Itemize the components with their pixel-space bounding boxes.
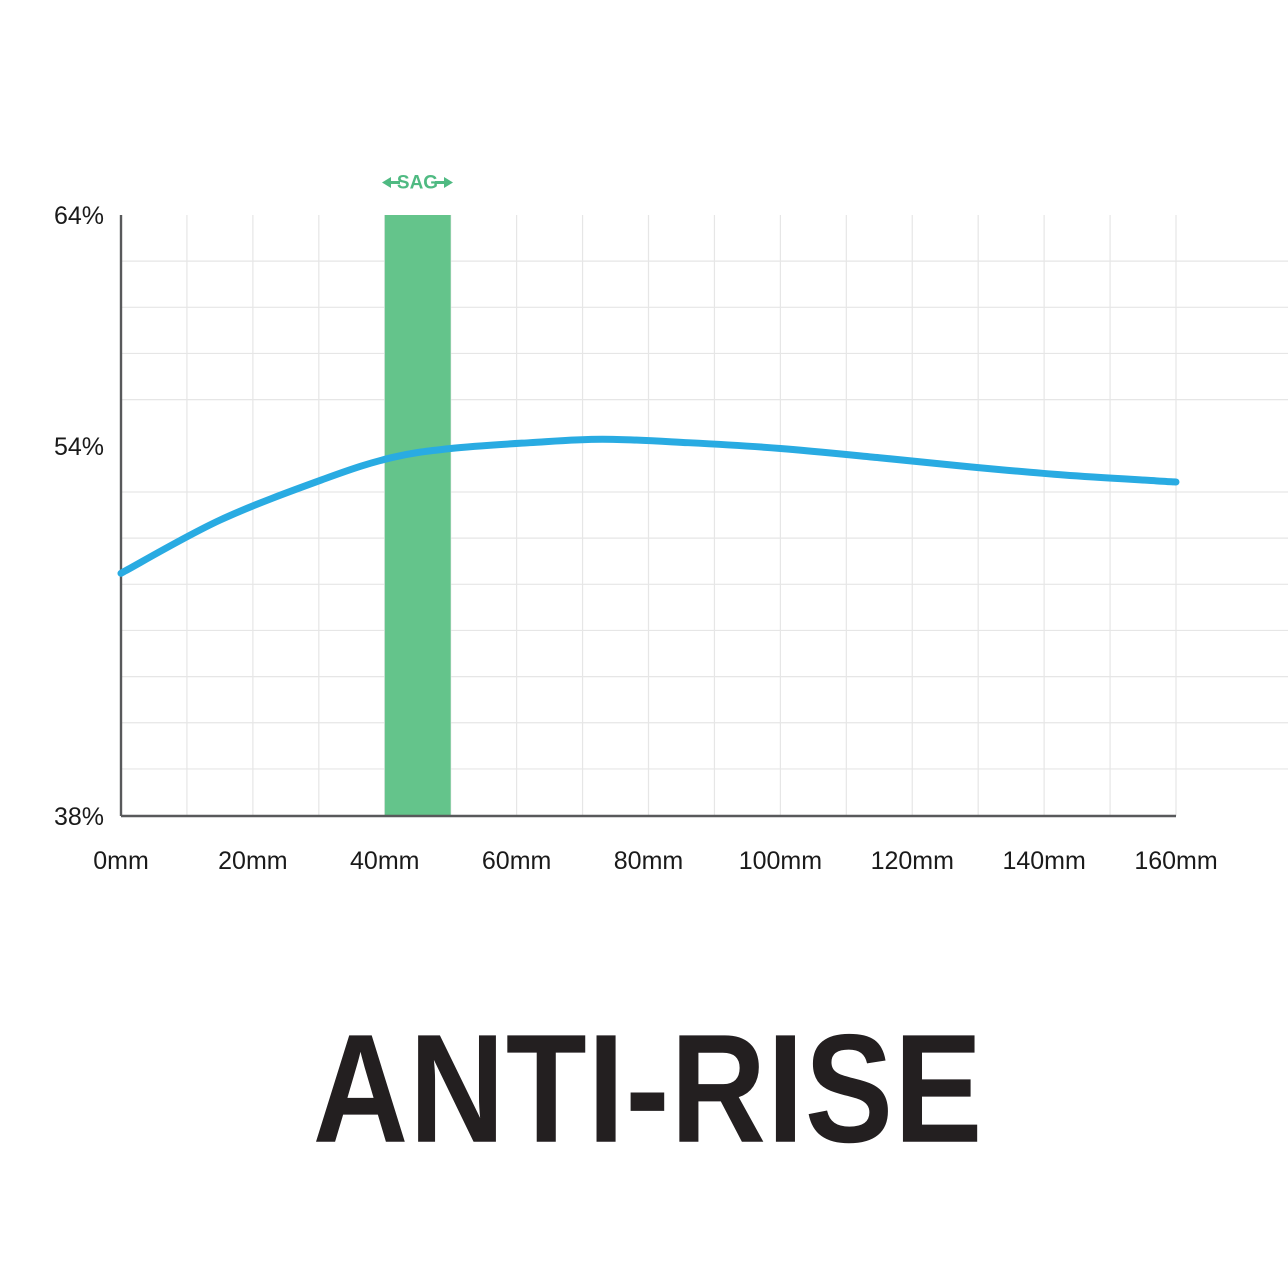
svg-text:64%: 64% xyxy=(54,202,104,230)
svg-text:SAG: SAG xyxy=(397,173,438,194)
svg-text:100mm: 100mm xyxy=(739,847,822,875)
svg-text:40mm: 40mm xyxy=(350,847,419,875)
svg-text:38%: 38% xyxy=(54,803,104,831)
svg-text:160mm: 160mm xyxy=(1134,847,1217,875)
svg-text:20mm: 20mm xyxy=(218,847,287,875)
svg-text:0mm: 0mm xyxy=(93,847,149,875)
svg-text:120mm: 120mm xyxy=(871,847,954,875)
svg-text:80mm: 80mm xyxy=(614,847,683,875)
svg-text:54%: 54% xyxy=(54,433,104,461)
svg-text:140mm: 140mm xyxy=(1002,847,1085,875)
svg-text:60mm: 60mm xyxy=(482,847,551,875)
